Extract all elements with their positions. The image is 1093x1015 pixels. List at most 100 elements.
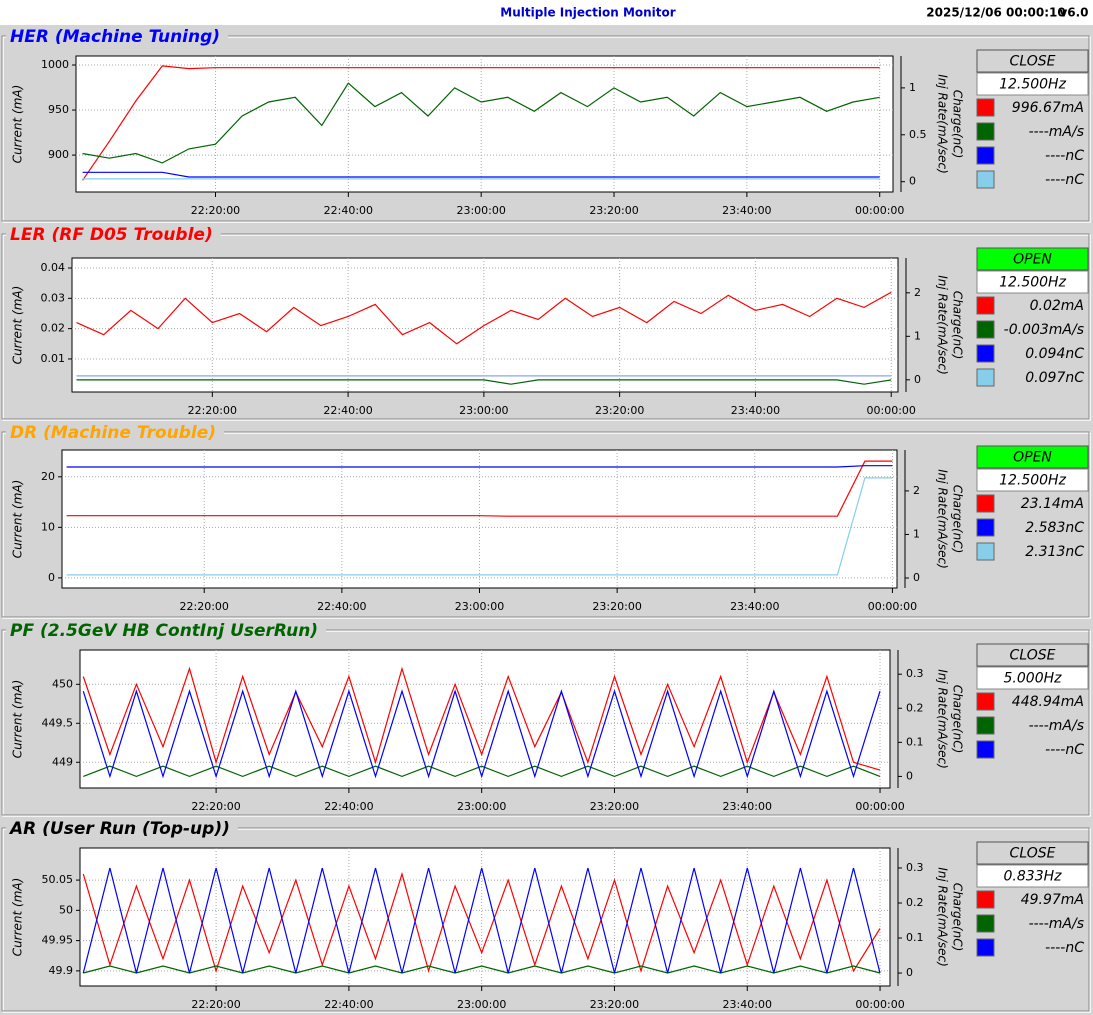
legend-label: 49.97mA: [1021, 892, 1084, 908]
status-button: [976, 643, 1089, 667]
y2-tick-label: 0: [906, 769, 913, 782]
panel-title: AR (User Run (Top-up)): [8, 819, 230, 839]
legend-swatch: [976, 98, 995, 117]
y2-axis-label: Charge(nC): [951, 291, 965, 360]
x-tick-label: 23:40:00: [723, 800, 772, 813]
x-tick-label: 22:40:00: [317, 600, 366, 613]
panel-frame: [2, 828, 1091, 1013]
panel-frame-shadow: [1, 629, 1090, 816]
legend-label: ----nC: [1045, 742, 1084, 758]
x-tick-label: 23:20:00: [595, 404, 644, 417]
panel-frame: [2, 234, 1091, 421]
legend-swatch: [976, 716, 995, 735]
legend-label: 23.14mA: [1021, 496, 1084, 512]
series-line: [82, 689, 881, 779]
series-line: [82, 871, 881, 974]
x-tick-label: 23:00:00: [455, 600, 504, 613]
y-tick-label: 49.95: [42, 934, 74, 947]
x-tick-label: 23:40:00: [731, 404, 780, 417]
x-tick-label: 23:00:00: [456, 204, 505, 217]
y2-tick-label: 1: [914, 329, 921, 342]
legend-swatch: [976, 296, 995, 315]
y2-tick-label: 0.3: [906, 667, 924, 680]
legend-swatch: [976, 692, 995, 711]
legend-label: 2.313nC: [1025, 544, 1084, 560]
y2-tick-label: 0: [913, 571, 920, 584]
series-line: [76, 379, 892, 385]
status-text: OPEN: [1013, 252, 1052, 268]
rate-box: [976, 72, 1089, 96]
x-tick-label: 22:40:00: [324, 204, 373, 217]
rate-box: [976, 864, 1089, 888]
x-tick-label: 22:40:00: [324, 998, 373, 1011]
series-line: [76, 291, 892, 345]
legend-swatch: [976, 542, 995, 561]
y-axis-label: Current (mA): [11, 286, 25, 365]
y2-tick-label: 0.3: [906, 861, 924, 874]
y2-tick-label: 0.1: [906, 735, 924, 748]
y2-axis-label: Charge(nC): [951, 883, 965, 952]
x-tick-label: 23:20:00: [590, 800, 639, 813]
y-tick-label: 20: [41, 470, 55, 483]
panel-title: DR (Machine Trouble): [10, 423, 216, 443]
legend-label: ----nC: [1045, 940, 1084, 956]
legend-label: 2.583nC: [1025, 520, 1084, 536]
legend-swatch: [976, 146, 995, 165]
series-line: [82, 867, 881, 974]
y2-tick-label: 0: [909, 175, 916, 188]
y-tick-label: 449: [52, 755, 73, 768]
y-tick-label: 449.5: [42, 716, 74, 729]
y-axis-label: Current (mA): [11, 680, 25, 759]
y2-tick-label: 0: [906, 966, 913, 979]
y2-tick-label: 0.2: [906, 701, 924, 714]
status-button: [976, 445, 1089, 469]
legend-swatch: [976, 740, 995, 759]
title-background: [6, 423, 225, 443]
y-tick-label: 0.03: [41, 291, 66, 304]
panel-frame-shadow: [1, 35, 1090, 222]
panel-title: HER (Machine Tuning): [10, 27, 220, 47]
rate-text: 12.500Hz: [999, 275, 1067, 291]
status-text: CLOSE: [1010, 846, 1056, 862]
legend-label: 996.67mA: [1012, 100, 1084, 116]
y2-axis-label: Charge(nC): [951, 685, 965, 754]
status-button: [976, 841, 1089, 865]
y-tick-label: 50: [59, 903, 73, 916]
y-tick-label: 50.05: [42, 873, 74, 886]
series-line: [82, 65, 880, 181]
title-background: [6, 27, 229, 47]
x-tick-label: 23:00:00: [457, 998, 506, 1011]
panel-frame: [2, 630, 1091, 817]
series-line: [83, 765, 881, 778]
legend-swatch: [976, 122, 995, 141]
series-line: [83, 965, 881, 974]
x-tick-label: 22:20:00: [191, 800, 240, 813]
x-tick-label: 00:00:00: [855, 204, 904, 217]
y2-tick-label: 0.1: [906, 931, 924, 944]
y2-tick-label: 2: [914, 286, 921, 299]
y2-tick-label: 0.5: [909, 128, 927, 141]
series-line: [82, 171, 880, 178]
y2-tick-label: 2: [913, 484, 920, 497]
y-axis-label: Current (mA): [11, 878, 25, 957]
x-tick-label: 23:20:00: [592, 600, 641, 613]
legend-label: 0.02mA: [1030, 298, 1084, 314]
panel-frame-shadow: [1, 233, 1090, 420]
y2-axis-label: Inj Rate(mA/sec): [936, 469, 950, 569]
y-tick-label: 0.01: [41, 352, 66, 365]
status-text: CLOSE: [1010, 54, 1056, 70]
series-line: [66, 477, 893, 576]
legend-swatch: [976, 938, 995, 957]
x-tick-label: 22:40:00: [324, 800, 373, 813]
rate-box: [976, 270, 1089, 294]
legend-swatch: [976, 368, 995, 387]
x-tick-label: 23:20:00: [589, 204, 638, 217]
y2-axis-label: Inj Rate(mA/sec): [936, 867, 950, 967]
y-tick-label: 950: [48, 103, 69, 116]
legend-swatch: [976, 518, 995, 537]
x-tick-label: 22:20:00: [191, 204, 240, 217]
series-line: [82, 82, 880, 164]
series-line: [66, 465, 893, 468]
y-tick-label: 900: [48, 148, 69, 161]
